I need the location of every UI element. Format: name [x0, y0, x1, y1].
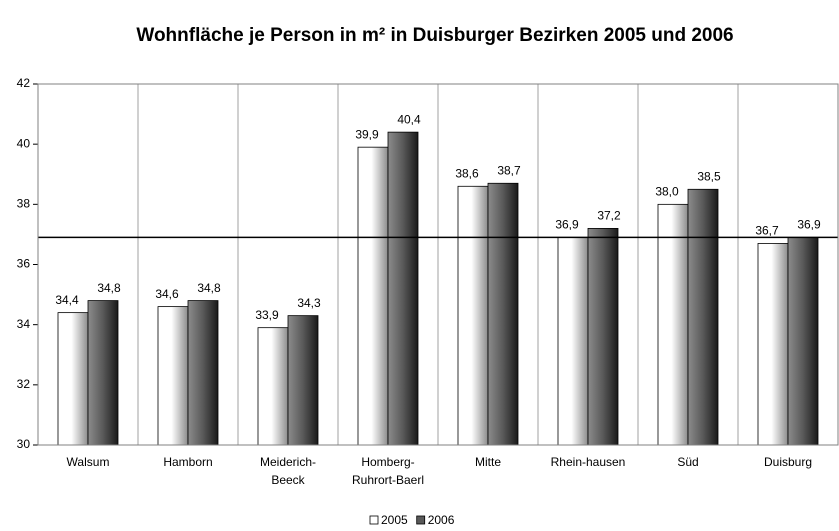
x-tick-label: Süd — [677, 455, 698, 469]
value-label: 38,0 — [655, 185, 679, 199]
bar — [157, 306, 189, 446]
plot-border — [37, 83, 839, 446]
x-tick-label: Mitte — [475, 455, 501, 469]
value-label: 36,9 — [555, 218, 579, 232]
value-label: 38,6 — [455, 166, 479, 180]
value-label: 38,5 — [697, 169, 721, 183]
bar — [557, 237, 589, 446]
value-label: 34,3 — [297, 296, 321, 310]
value-label: 34,6 — [155, 287, 179, 301]
bar — [87, 300, 119, 446]
bar — [187, 300, 219, 446]
bar — [657, 203, 689, 446]
x-tick-label: Duisburg — [764, 455, 812, 469]
bar — [257, 327, 289, 446]
y-tick-label: 38 — [17, 197, 31, 211]
y-tick-label: 30 — [17, 437, 31, 451]
value-label: 40,4 — [397, 112, 421, 126]
bar — [387, 131, 419, 446]
y-tick-label: 34 — [17, 317, 31, 331]
bar — [357, 146, 389, 446]
bar — [287, 315, 319, 446]
value-label: 34,8 — [197, 281, 221, 295]
value-label: 33,9 — [255, 308, 279, 322]
bar — [487, 182, 519, 446]
value-label: 36,7 — [755, 224, 779, 238]
bar — [687, 188, 719, 446]
x-tick-label: Meiderich-Beeck — [260, 455, 316, 487]
legend-label: 2005 — [381, 513, 408, 527]
legend-label: 2006 — [428, 513, 455, 527]
y-tick-label: 40 — [17, 136, 31, 150]
bar — [57, 312, 89, 446]
bar — [457, 185, 489, 446]
value-label: 36,9 — [797, 218, 821, 232]
value-label: 39,9 — [355, 127, 379, 141]
legend-swatch — [369, 515, 379, 525]
bar — [787, 237, 819, 446]
y-tick-label: 36 — [17, 257, 31, 271]
value-label: 38,7 — [497, 163, 521, 177]
y-tick-label: 32 — [17, 377, 31, 391]
x-tick-label: Hamborn — [163, 455, 212, 469]
x-tick-label: Rhein-hausen — [551, 455, 626, 469]
legend-swatch — [416, 515, 426, 525]
x-tick-label: Homberg-Ruhrort-Baerl — [352, 455, 424, 487]
value-label: 37,2 — [597, 209, 621, 223]
y-tick-label: 42 — [17, 76, 31, 90]
value-label: 34,4 — [55, 293, 79, 307]
chart-title: Wohnfläche je Person in m² in Duisburger… — [136, 25, 733, 46]
bar — [587, 227, 619, 446]
value-label: 34,8 — [97, 281, 121, 295]
bar — [757, 243, 789, 446]
x-tick-label: Walsum — [67, 455, 110, 469]
